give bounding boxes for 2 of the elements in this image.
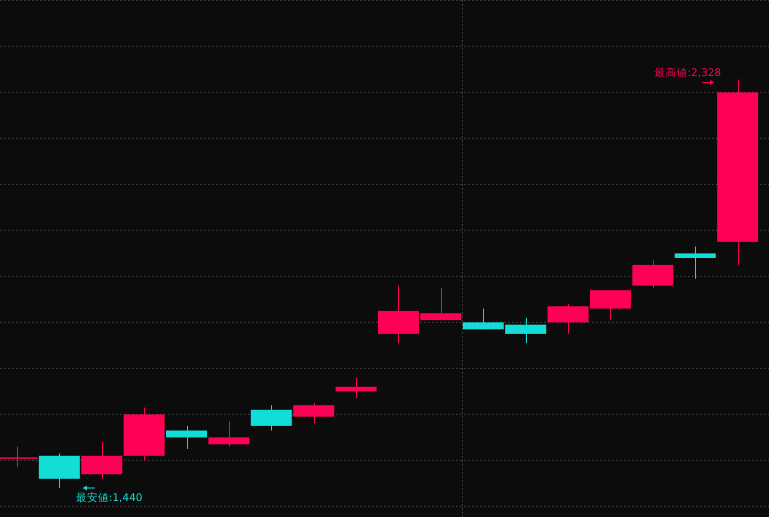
annotation: 最高値:2,328	[654, 67, 722, 79]
annotation: 最安値:1,440	[76, 492, 142, 504]
